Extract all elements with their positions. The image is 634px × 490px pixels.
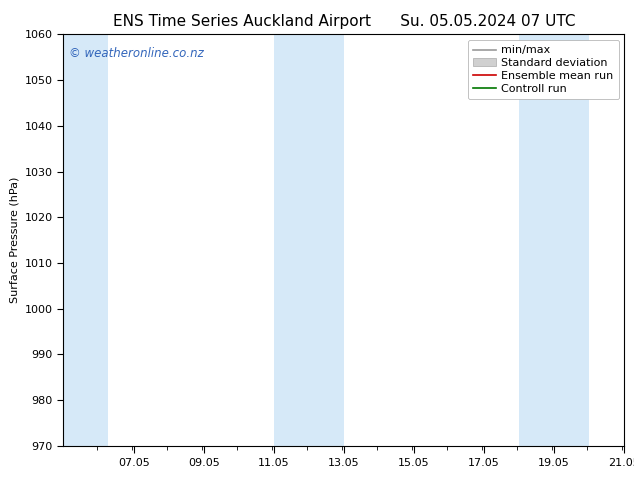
Y-axis label: Surface Pressure (hPa): Surface Pressure (hPa)	[10, 177, 19, 303]
Bar	[519, 34, 590, 446]
Legend: min/max, Standard deviation, Ensemble mean run, Controll run: min/max, Standard deviation, Ensemble me…	[468, 40, 619, 99]
Title: ENS Time Series Auckland Airport      Su. 05.05.2024 07 UTC: ENS Time Series Auckland Airport Su. 05.…	[113, 14, 575, 29]
Bar	[63, 34, 108, 446]
Text: © weatheronline.co.nz: © weatheronline.co.nz	[69, 47, 204, 60]
Bar	[273, 34, 344, 446]
